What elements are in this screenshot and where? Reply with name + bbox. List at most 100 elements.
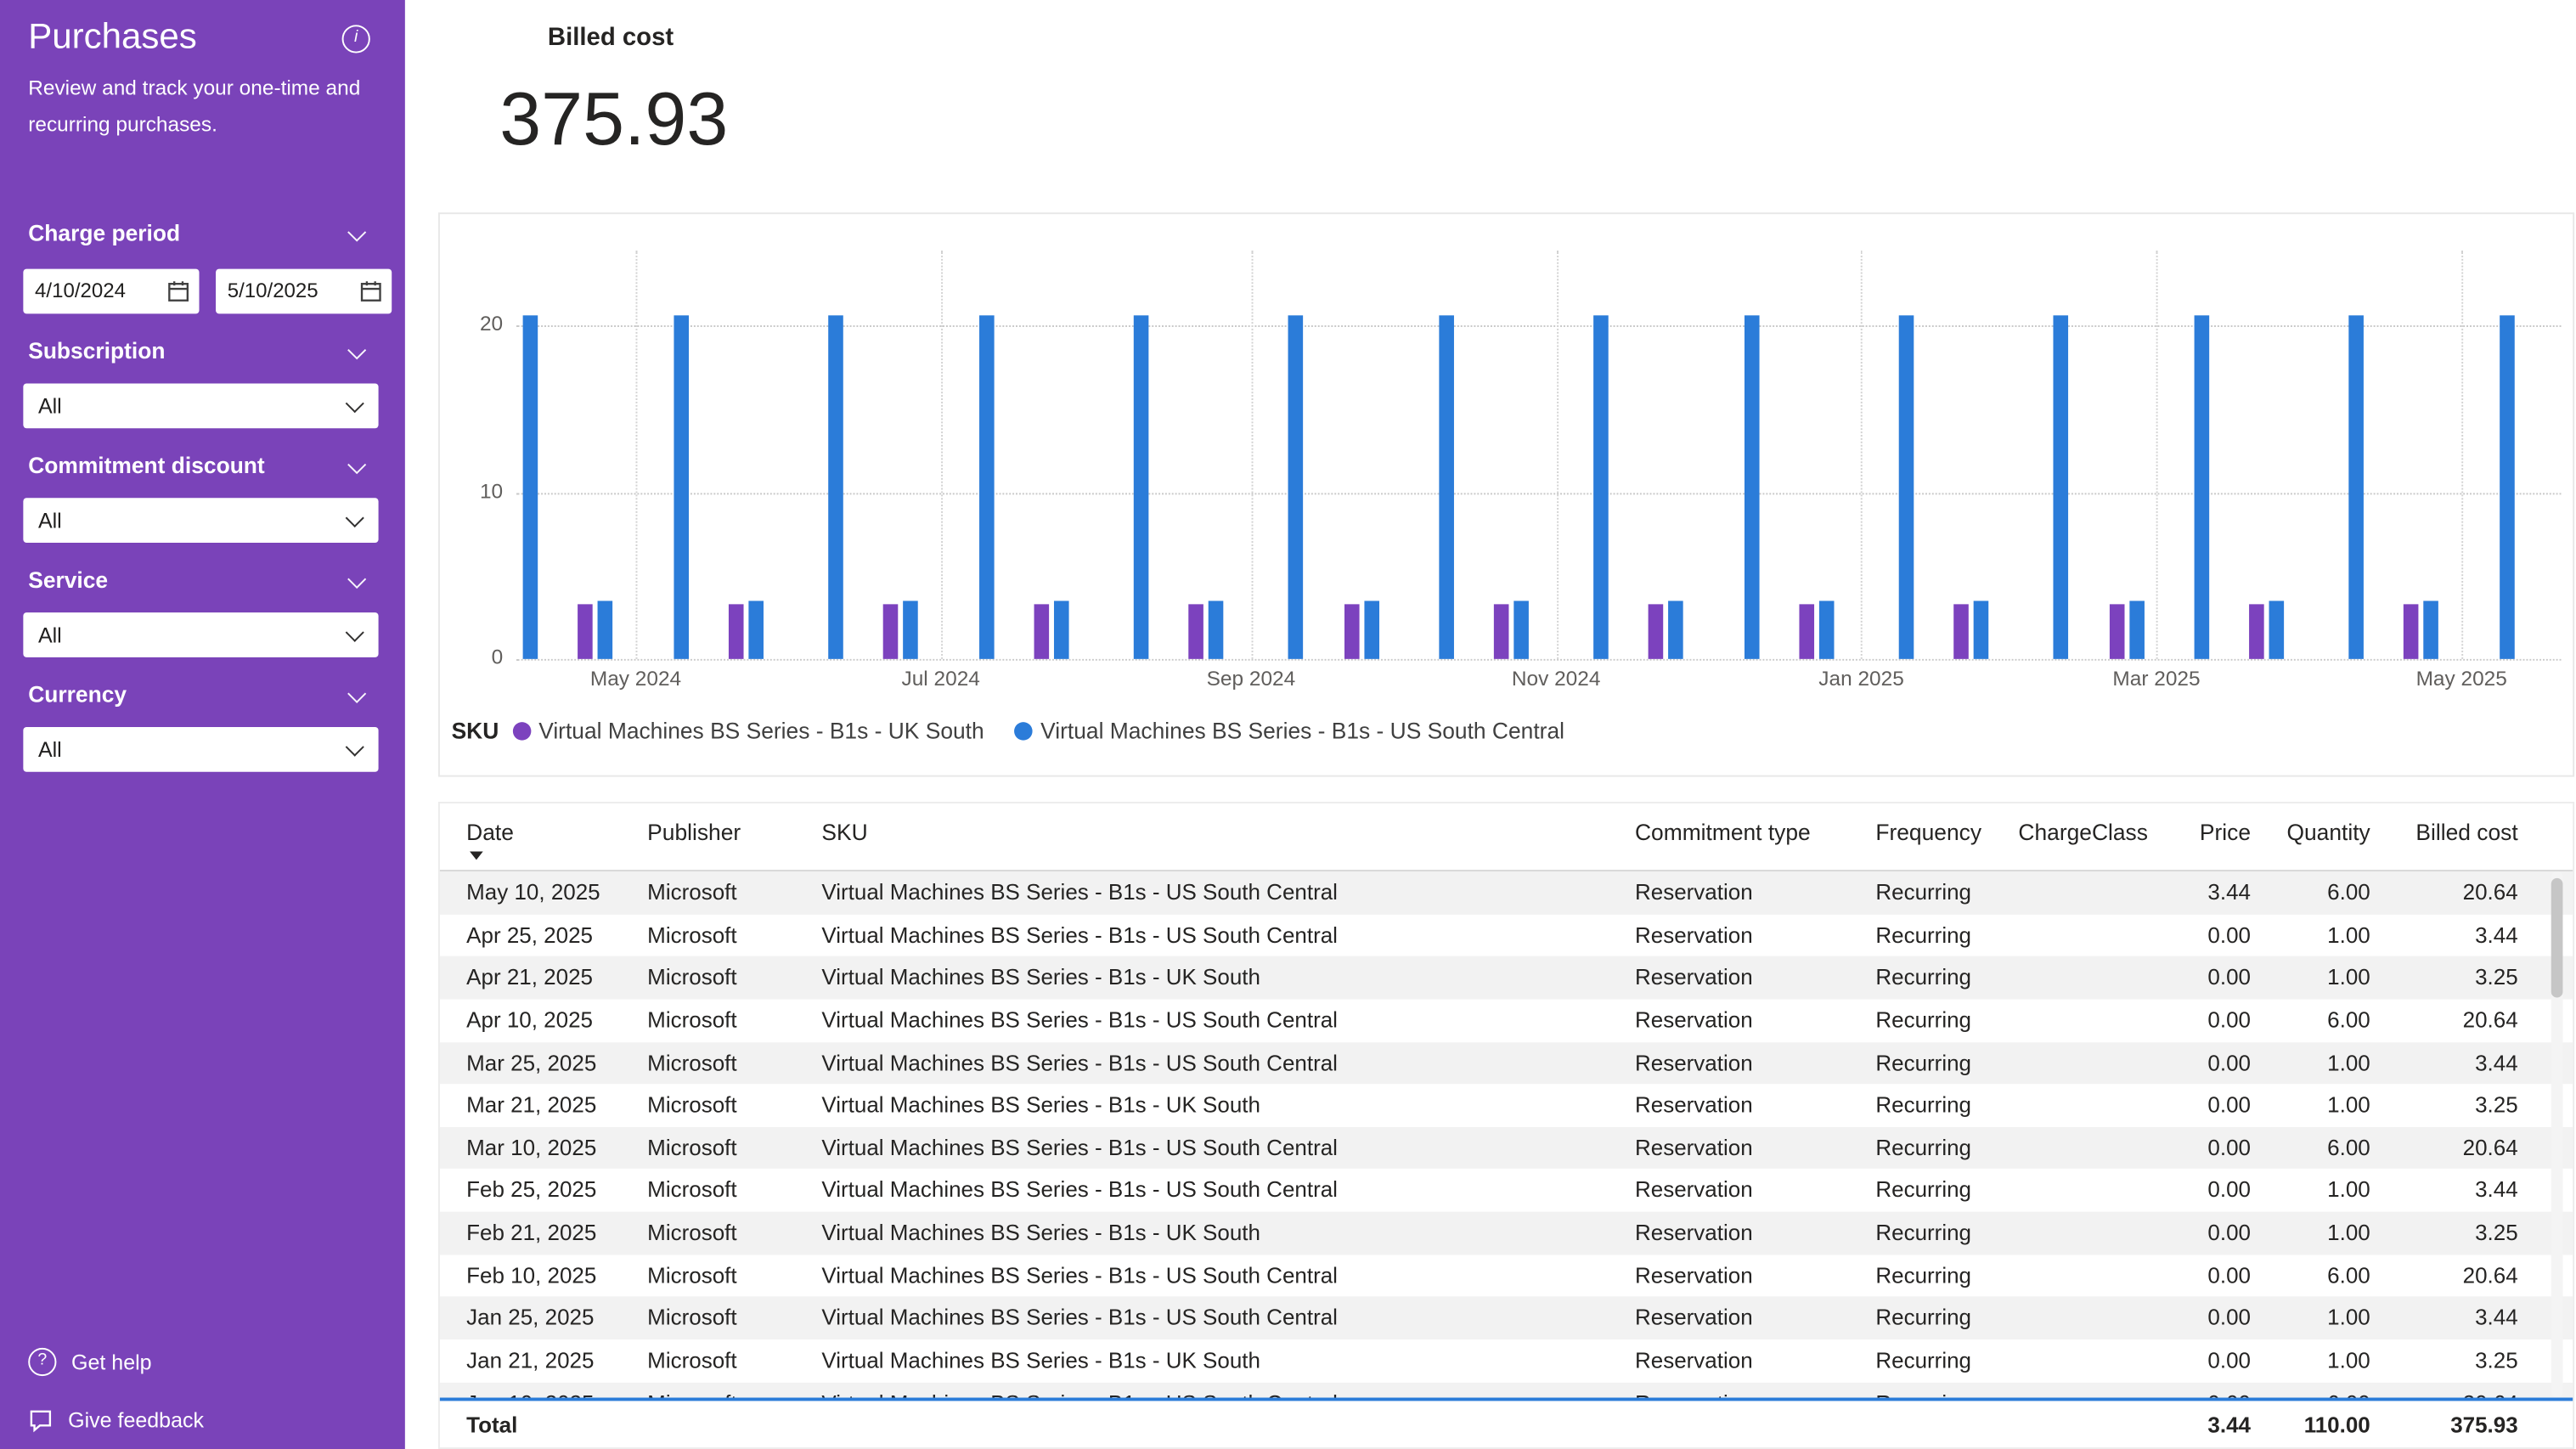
table-row[interactable]: Apr 21, 2025 Microsoft Virtual Machines BS… xyxy=(439,956,2573,1000)
table-cell: Microsoft xyxy=(647,1220,737,1245)
col-header-date[interactable]: Date xyxy=(466,820,514,845)
chart-bar[interactable] xyxy=(1649,604,1664,659)
col-header-publisher[interactable]: Publisher xyxy=(647,820,741,845)
chart-bar[interactable] xyxy=(1818,601,1835,659)
chart-bar[interactable] xyxy=(1953,604,1969,659)
legend-item[interactable]: Virtual Machines BS Series - B1s - UK So… xyxy=(511,719,984,744)
chart-bar[interactable] xyxy=(1668,601,1684,659)
table-row[interactable]: Feb 10, 2025 Microsoft Virtual Machines BS… xyxy=(440,1254,2573,1297)
chart-bar[interactable] xyxy=(1493,604,1509,659)
chart-bar[interactable] xyxy=(1288,314,1304,659)
chart-bar[interactable] xyxy=(2424,601,2439,659)
col-header-billed-cost[interactable]: Billed cost xyxy=(2415,820,2518,845)
chart-bar[interactable] xyxy=(2194,314,2209,659)
table-cell: Microsoft xyxy=(647,1347,737,1373)
chart-bar[interactable] xyxy=(1208,601,1224,659)
table-row[interactable]: May 10, 2025 Microsoft Virtual Machines BS… xyxy=(439,871,2573,915)
filter-header-currency[interactable]: Currency xyxy=(28,682,376,708)
table-cell: 20.64 xyxy=(2462,1007,2518,1033)
table-cell: 1.00 xyxy=(2327,922,2370,948)
table-cell: Feb 10, 2025 xyxy=(466,1262,597,1288)
chart-bar[interactable] xyxy=(828,314,843,659)
chart-bar[interactable] xyxy=(2248,604,2264,659)
chart-bar[interactable] xyxy=(1053,601,1068,659)
col-header-commitment-type[interactable]: Commitment type xyxy=(1634,820,1811,845)
chart-bar[interactable] xyxy=(578,604,594,659)
filter-header-subscription[interactable]: Subscription xyxy=(28,339,376,364)
table-row[interactable]: Apr 10, 2025 Microsoft Virtual Machines BS… xyxy=(440,999,2573,1041)
chart-bar[interactable] xyxy=(2269,601,2285,659)
chart-bar[interactable] xyxy=(2128,601,2145,659)
dropdown-value: All xyxy=(37,622,62,648)
chart-bar[interactable] xyxy=(1798,604,1814,659)
table-row[interactable]: Jan 25, 2025 Microsoft Virtual Machines BS… xyxy=(439,1297,2573,1340)
filter-header-service[interactable]: Service xyxy=(28,567,376,593)
give-feedback-link[interactable]: Give feedback xyxy=(28,1407,204,1433)
filter-header-charge-period[interactable]: Charge period xyxy=(28,221,376,245)
table-scrollbar-thumb[interactable] xyxy=(2551,877,2563,998)
chart-bar[interactable] xyxy=(522,314,538,659)
subscription-dropdown[interactable]: All xyxy=(23,383,379,429)
chart-bar[interactable] xyxy=(1133,314,1149,659)
commitment-discount-dropdown[interactable]: All xyxy=(23,498,379,544)
chart-bar[interactable] xyxy=(2404,604,2420,659)
chart-bar[interactable] xyxy=(598,601,613,659)
table-scrollbar[interactable] xyxy=(2551,871,2563,1398)
chart-bar[interactable] xyxy=(1188,604,1203,659)
table-cell: 0.00 xyxy=(2207,1007,2252,1033)
chart-bar[interactable] xyxy=(2054,314,2069,659)
col-header-quantity[interactable]: Quantity xyxy=(2286,820,2370,845)
chart-bar[interactable] xyxy=(1033,604,1049,659)
table-cell: 3.44 xyxy=(2207,879,2252,905)
table-row[interactable]: Feb 21, 2025 Microsoft Virtual Machines BS… xyxy=(439,1211,2573,1254)
currency-dropdown[interactable]: All xyxy=(23,726,379,772)
table-row[interactable]: Mar 21, 2025 Microsoft Virtual Machines BS… xyxy=(440,1085,2573,1127)
col-header-sku[interactable]: SKU xyxy=(821,820,868,845)
chart-bar[interactable] xyxy=(673,314,689,659)
sort-descending-icon[interactable] xyxy=(470,851,483,860)
chart-bar[interactable] xyxy=(2348,314,2365,659)
col-header-chargeclass[interactable]: ChargeClass xyxy=(2018,820,2148,845)
table-cell: 3.44 xyxy=(2475,1305,2518,1331)
filter-header-commitment-discount[interactable]: Commitment discount xyxy=(28,454,376,478)
table-row[interactable]: Mar 25, 2025 Microsoft Virtual Machines BS… xyxy=(439,1041,2573,1085)
chart-bar[interactable] xyxy=(1974,601,1989,659)
legend-item[interactable]: Virtual Machines BS Series - B1s - US So… xyxy=(1013,719,1564,744)
start-date-input[interactable]: 4/10/2024 xyxy=(23,268,200,314)
table-row[interactable]: Mar 10, 2025 Microsoft Virtual Machines BS… xyxy=(439,1126,2573,1170)
chart-bar[interactable] xyxy=(728,604,744,659)
chart-bar[interactable] xyxy=(1344,604,1359,659)
table-row[interactable]: Feb 25, 2025 Microsoft Virtual Machines BS… xyxy=(440,1170,2573,1212)
x-tick-label: Jan 2025 xyxy=(1818,667,1904,691)
chart-bar[interactable] xyxy=(2109,604,2124,659)
chart-bar[interactable] xyxy=(1744,314,1759,659)
col-header-price[interactable]: Price xyxy=(2199,820,2252,845)
chart-bar[interactable] xyxy=(1898,314,1914,659)
calendar-icon xyxy=(360,281,381,302)
table-cell: Reservation xyxy=(1634,922,1753,948)
chart-bar[interactable] xyxy=(883,604,899,659)
table-cell: Feb 25, 2025 xyxy=(466,1177,597,1203)
table-cell: Virtual Machines BS Series - B1s - US So… xyxy=(821,1382,1635,1397)
chevron-down-icon xyxy=(347,455,367,475)
get-help-link[interactable]: ? Get help xyxy=(28,1347,152,1377)
table-cell: Mar 25, 2025 xyxy=(466,1050,597,1075)
info-icon[interactable]: i xyxy=(341,25,370,54)
col-header-frequency[interactable]: Frequency xyxy=(1875,820,1982,845)
table-row[interactable]: Apr 25, 2025 Microsoft Virtual Machines BS… xyxy=(440,914,2573,956)
chart-bar[interactable] xyxy=(903,601,919,659)
table-row[interactable]: Jan 21, 2025 Microsoft Virtual Machines BS… xyxy=(440,1339,2573,1382)
chart-bar[interactable] xyxy=(1363,601,1379,659)
chart-bar[interactable] xyxy=(1593,314,1609,659)
end-date-input[interactable]: 5/10/2025 xyxy=(216,268,392,314)
chart-bar[interactable] xyxy=(1438,314,1454,659)
chart-bar[interactable] xyxy=(1513,601,1529,659)
chart-bar[interactable] xyxy=(747,601,764,659)
table-cell: Microsoft xyxy=(647,1382,821,1397)
service-dropdown[interactable]: All xyxy=(23,612,379,657)
table-cell xyxy=(2018,871,2149,914)
chart-bar[interactable] xyxy=(2499,314,2514,659)
chart-bar[interactable] xyxy=(978,314,994,659)
y-tick-label: 20 xyxy=(479,312,504,335)
